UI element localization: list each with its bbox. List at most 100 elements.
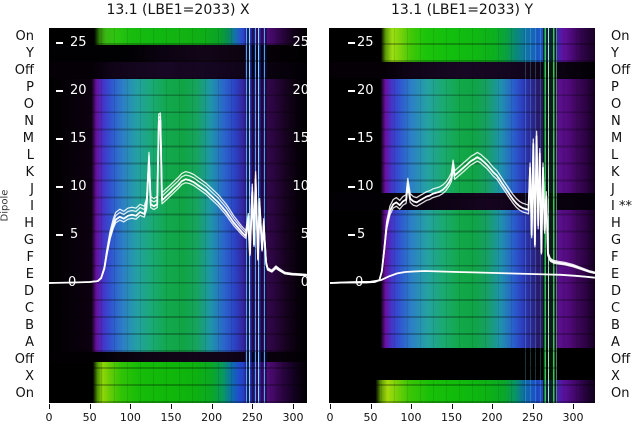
value-tick-dash	[348, 138, 355, 140]
heat-row-y-off	[49, 45, 307, 62]
orbit-trace	[329, 270, 595, 284]
row-label-right: L	[611, 147, 619, 163]
row-label-left: N	[24, 113, 34, 129]
row-label-right: On	[611, 28, 630, 44]
orbit-curves	[329, 130, 595, 284]
row-label-left: F	[26, 250, 34, 266]
row-label-left: L	[26, 147, 34, 163]
value-tick-label-right: 5	[300, 227, 307, 242]
row-label-left: C	[24, 301, 34, 317]
orbit-trace	[49, 119, 307, 284]
x-tick	[451, 404, 453, 409]
row-label-right: H	[611, 215, 621, 231]
row-label-right: D	[611, 284, 622, 300]
x-tick-label: 200	[201, 411, 223, 424]
value-tick-dash	[56, 42, 63, 44]
x-tick-label: 250	[522, 411, 543, 424]
x-tick	[492, 404, 493, 409]
row-grid-texture	[329, 28, 595, 403]
disturbance-stripes	[543, 28, 557, 403]
value-tick-label: 5	[70, 227, 79, 242]
x-tick	[170, 404, 172, 409]
row-label-right: Off	[611, 62, 631, 78]
row-label-left: M	[22, 130, 34, 146]
value-tick-label-right: 20	[292, 83, 307, 98]
x-tick	[411, 404, 412, 409]
panel-x-title: 13.1 (LBE1=2033) X	[106, 2, 250, 18]
value-tick-dash	[348, 186, 355, 188]
value-tick-label: 25	[70, 35, 87, 50]
orbit-trace	[329, 139, 595, 284]
panel-y-title: 13.1 (LBE1=2033) Y	[390, 2, 534, 18]
orbit-trace	[329, 130, 595, 284]
heat-row-off-top	[329, 62, 595, 79]
heatmap-panel-y: 25 20 15 10 5 0	[329, 28, 595, 403]
row-label-left: H	[24, 215, 34, 231]
x-tick	[573, 404, 574, 409]
row-label-left: D	[23, 284, 34, 300]
x-tick-label: 300	[562, 411, 584, 424]
row-label-left: J	[30, 181, 34, 197]
x-tick	[89, 404, 91, 409]
row-label-right: I **	[611, 198, 632, 214]
row-label-left: On	[15, 386, 34, 402]
row-label-left: P	[26, 79, 34, 95]
value-tick-label: 15	[70, 131, 87, 146]
row-label-right: Off	[611, 352, 631, 368]
value-tick-label: 20	[357, 83, 374, 98]
value-tick-dash	[348, 90, 355, 92]
row-label-right: N	[611, 113, 621, 129]
value-tick-label: 25	[357, 35, 374, 50]
value-tick-dash	[56, 90, 63, 92]
row-label-right: X	[611, 369, 620, 385]
x-tick-label: 250	[241, 411, 263, 424]
row-label-right: B	[611, 318, 620, 334]
x-tick	[292, 404, 294, 409]
row-label-right: A	[611, 335, 620, 351]
heat-row-off-top	[49, 62, 307, 79]
row-label-left: X	[25, 369, 34, 385]
row-grid-texture	[49, 28, 307, 403]
x-tick-label: 150	[160, 411, 182, 424]
heat-band-on-bottom	[329, 380, 595, 403]
row-label-left: K	[25, 164, 34, 180]
value-tick-label: 10	[70, 179, 87, 194]
x-tick	[49, 404, 50, 409]
value-tick-dash	[348, 234, 355, 236]
row-label-left: G	[23, 233, 34, 249]
value-tick-label-right: 0	[300, 275, 307, 290]
row-label-right: O	[611, 96, 622, 112]
row-label-left: E	[25, 267, 34, 283]
x-tick	[330, 404, 331, 409]
row-label-right: M	[611, 130, 623, 146]
row-label-left: Y	[26, 45, 34, 61]
row-label-right: E	[611, 267, 620, 283]
x-tick-label: 200	[481, 411, 503, 424]
orbit-trace	[49, 123, 307, 284]
x-tick-label: 100	[119, 411, 141, 424]
row-label-left: Off	[14, 62, 34, 78]
row-label-left: B	[25, 318, 34, 334]
row-label-right: On	[611, 386, 630, 402]
row-label-left: A	[25, 335, 34, 351]
value-tick-label: 10	[357, 179, 374, 194]
row-label-right: J	[611, 181, 615, 197]
x-tick	[130, 404, 132, 409]
x-tick-label: 0	[326, 411, 334, 424]
value-tick-label-right: 10	[292, 179, 307, 194]
x-tick	[211, 404, 213, 409]
heat-row-off-bottom	[49, 352, 307, 362]
value-tick-label: 20	[70, 83, 87, 98]
row-label-right: F	[611, 250, 619, 266]
value-tick-dash	[56, 186, 63, 188]
row-label-left: On	[15, 28, 34, 44]
value-tick-dash	[56, 138, 63, 140]
value-tick-label-right: 15	[292, 131, 307, 146]
value-tick-dash	[348, 42, 355, 44]
x-tick-label: 150	[441, 411, 462, 424]
orbit-curves	[49, 112, 307, 284]
row-label-right: Y	[611, 45, 619, 61]
x-tick	[252, 404, 254, 409]
orbit-trace	[49, 112, 307, 284]
